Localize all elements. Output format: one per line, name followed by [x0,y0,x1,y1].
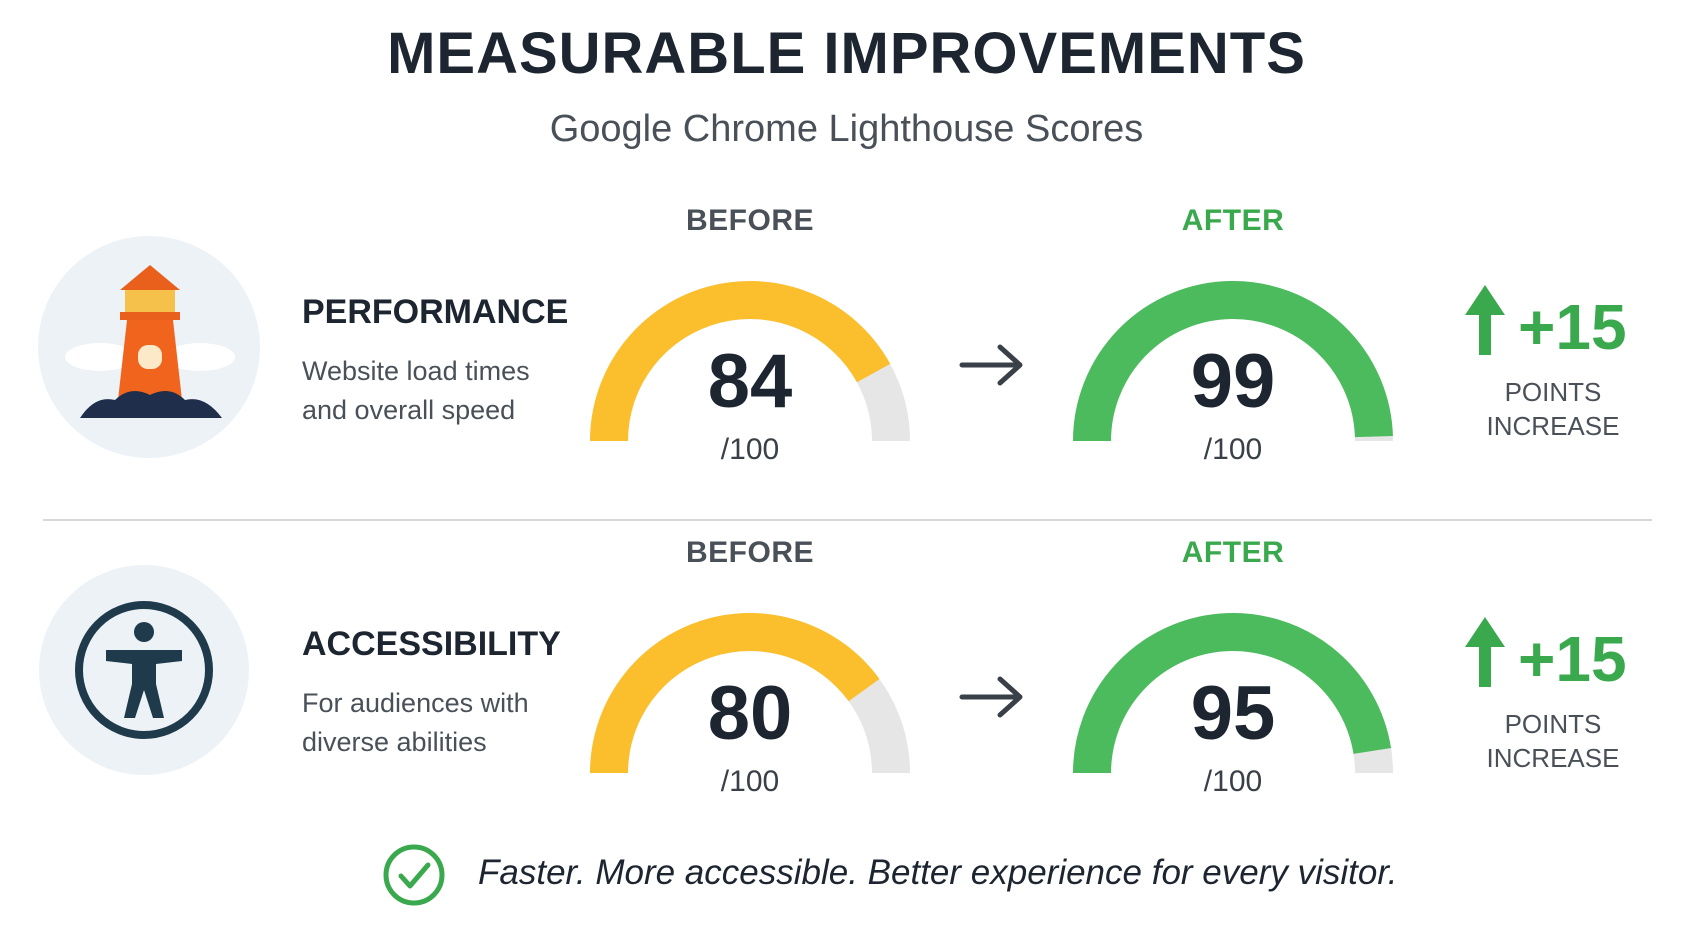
check-icon [383,844,445,906]
points-caption: POINTS INCREASE [1486,377,1620,441]
arrow-icon [959,344,1023,386]
gauge-label: BEFORE [685,536,814,569]
gauge-label: BEFORE [685,204,814,237]
title: MEASURABLE IMPROVEMENTS [387,21,1306,86]
up-arrow-icon [1465,617,1505,687]
up-arrow-icon [1465,285,1505,355]
score: 80 [707,671,793,756]
subtitle: Google Chrome Lighthouse Scores [549,108,1144,150]
accessibility-icon [39,565,249,775]
row-title: PERFORMANCE [302,293,569,331]
score-max: /100 [720,765,780,798]
points-change: +15 [1518,623,1627,695]
score: 99 [1190,339,1276,424]
score: 84 [707,339,793,424]
arrow-icon [959,676,1023,718]
gauge-value [1073,613,1392,774]
gauge-value [590,281,891,442]
footer-text: Faster. More accessible. Better experien… [478,853,1398,892]
lighthouse-icon [38,236,260,458]
row-description: Website load times and overall speed [302,356,530,425]
row-description: For audiences with diverse abilities [302,688,529,757]
score-max: /100 [720,433,780,466]
gauge-value [1073,281,1393,442]
score-max: /100 [1203,765,1263,798]
gauge-label: AFTER [1181,204,1285,237]
points-caption: POINTS INCREASE [1486,709,1620,773]
points-change: +15 [1518,291,1627,363]
score: 95 [1190,671,1276,756]
row-title: ACCESSIBILITY [302,625,561,663]
gauge-label: AFTER [1181,536,1285,569]
gauge-value [590,613,880,774]
score-max: /100 [1203,433,1263,466]
